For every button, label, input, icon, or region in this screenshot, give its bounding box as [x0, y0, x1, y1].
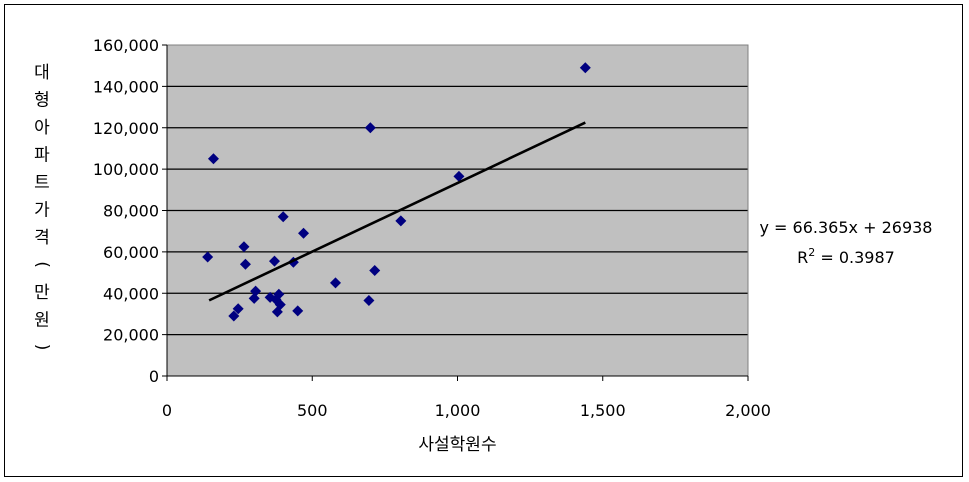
data-point: [395, 215, 407, 227]
data-point: [250, 285, 262, 297]
data-point: [274, 299, 286, 311]
y-axis-title-char: 형: [34, 91, 50, 111]
data-point: [238, 241, 250, 253]
y-axis-title-char: 원: [34, 311, 50, 331]
y-axis-title-char: 파: [34, 146, 50, 166]
data-point: [363, 294, 375, 306]
data-point: [453, 170, 465, 182]
data-point: [239, 258, 251, 270]
trendline-r-squared: R2 = 0.3987: [797, 246, 895, 267]
data-point: [273, 288, 285, 300]
y-tick-label: 80,000: [103, 202, 159, 221]
r2-suffix: = 0.3987: [815, 248, 895, 267]
y-axis-title-char: (: [32, 261, 52, 268]
y-axis-title-char: 격: [34, 228, 50, 248]
data-point: [207, 153, 219, 165]
y-axis-title-char: 아: [34, 118, 50, 138]
y-axis-title-char: 트: [34, 173, 50, 193]
x-axis-ticks: 0 500 1,000 1,500 2,000: [162, 375, 771, 420]
trendline-equation: y = 66.365x + 26938: [760, 218, 933, 237]
x-tick-label: 0: [162, 401, 172, 420]
y-axis-title-char: ): [32, 344, 52, 351]
x-axis-title: 사설학원수: [418, 435, 496, 455]
y-tick-label: 140,000: [93, 77, 159, 96]
y-tick-label: 160,000: [93, 36, 159, 55]
data-point: [277, 211, 289, 223]
x-tick-label: 2,000: [725, 401, 771, 420]
y-tick-label: 0: [149, 367, 159, 386]
y-axis-title-char: 대: [34, 63, 50, 83]
r2-superscript: 2: [808, 246, 815, 259]
x-tick-label: 1,000: [435, 401, 481, 420]
data-point: [329, 277, 341, 289]
y-tick-label: 120,000: [93, 119, 159, 138]
y-tick-label: 40,000: [103, 284, 159, 303]
gridlines: [167, 85, 748, 336]
data-point: [248, 292, 260, 304]
data-point: [232, 303, 244, 315]
data-point: [369, 264, 381, 276]
y-axis-title-char: 가: [34, 201, 50, 221]
data-points: [202, 62, 591, 322]
trendline: [208, 121, 586, 302]
data-point: [579, 62, 591, 74]
y-tick-label: 60,000: [103, 243, 159, 262]
x-tick-label: 500: [297, 401, 328, 420]
chart-frame: [4, 4, 963, 477]
y-tick-label: 100,000: [93, 160, 159, 179]
y-axis-title-char: 만: [34, 283, 50, 303]
y-tick-label: 20,000: [103, 326, 159, 345]
data-point: [298, 227, 310, 239]
data-point: [292, 305, 304, 317]
y-axis-ticks: 0 20,000 40,000 60,000 80,000 100,000 120,000 1…: [93, 36, 168, 386]
data-point: [364, 122, 376, 134]
data-point: [202, 251, 214, 263]
r2-prefix: R: [797, 248, 808, 267]
x-tick-label: 1,500: [580, 401, 626, 420]
data-point: [228, 310, 240, 322]
data-point: [268, 255, 280, 267]
